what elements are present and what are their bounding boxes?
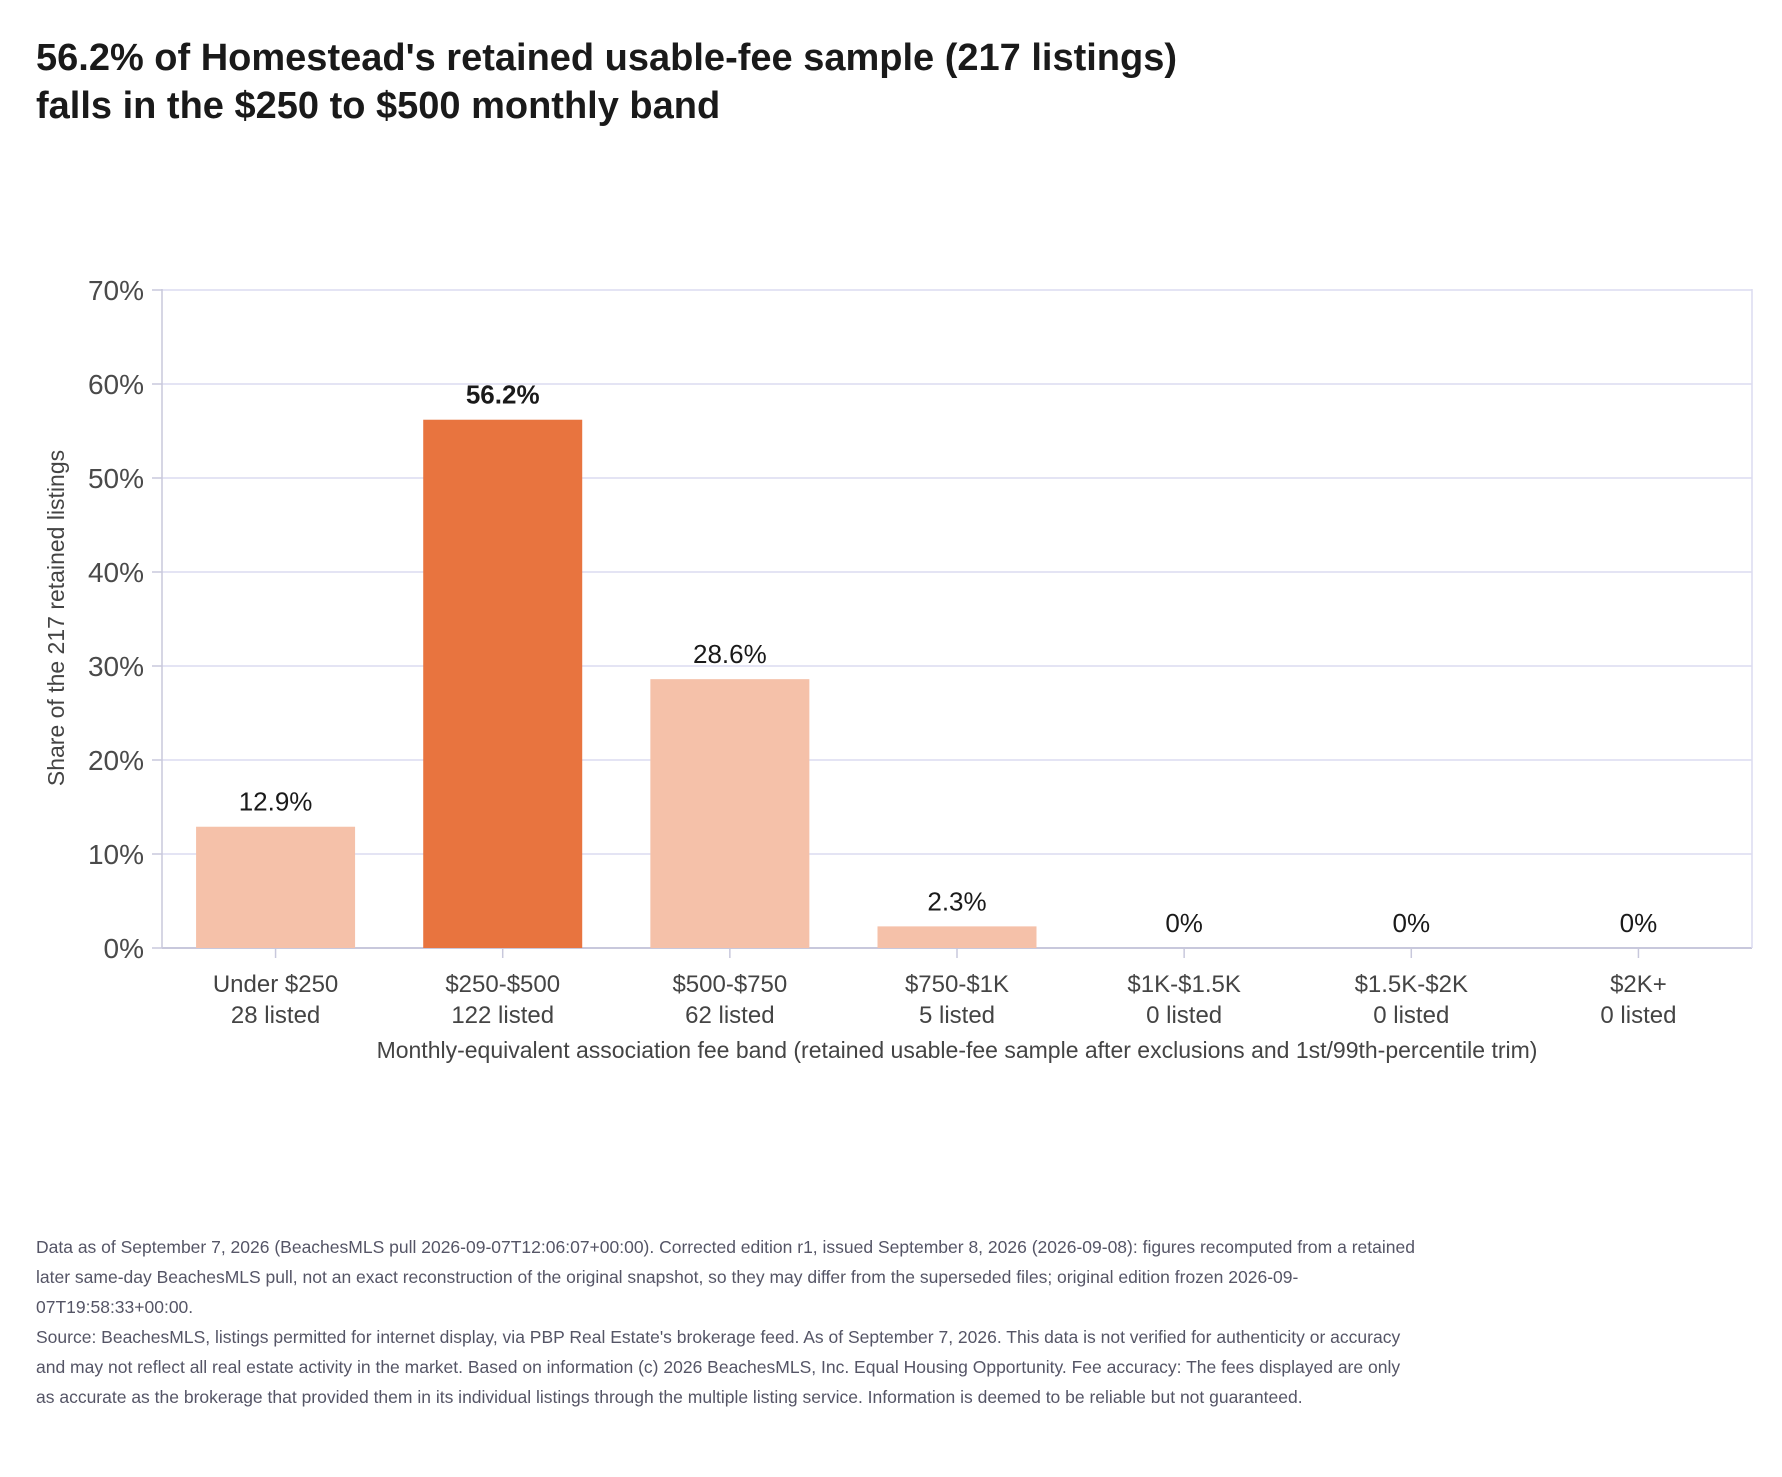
x-tick-count-label: 62 listed xyxy=(685,1002,774,1029)
bar-chart: 0% 10% 20% 30% 40% 50% 60% 70% 12.9% Under $250 28… xyxy=(43,275,1753,1063)
bar-value-label: 0% xyxy=(1165,908,1203,938)
x-tick-label: $750-$1K xyxy=(905,971,1009,998)
y-tick-label: 10% xyxy=(88,839,144,870)
bar-0 xyxy=(196,826,356,948)
edition-note: Data as of September 7, 2026 (BeachesMLS… xyxy=(36,1237,1415,1317)
y-tick-label: 70% xyxy=(88,275,144,306)
bar-3 xyxy=(877,926,1037,948)
source-note: Source: BeachesMLS, listings permitted f… xyxy=(36,1327,1401,1407)
y-tick-label: 50% xyxy=(88,463,144,494)
x-tick-label: $1K-$1.5K xyxy=(1127,971,1240,998)
x-tick-count-label: 122 listed xyxy=(451,1002,554,1029)
bar-value-label: 56.2% xyxy=(466,380,540,410)
footnotes: Data as of September 7, 2026 (BeachesMLS… xyxy=(36,1232,1416,1412)
chart-title-line-2: falls in the $250 to $500 monthly band xyxy=(36,85,721,127)
labels: 0% 10% 20% 30% 40% 50% 60% 70% 12.9% Under $250 28… xyxy=(88,275,1676,1029)
chart-title: 56.2% of Homestead's retained usable-fee… xyxy=(36,34,1536,130)
axes xyxy=(152,289,1753,958)
x-tick-label: Under $250 xyxy=(213,971,338,998)
bars xyxy=(196,419,1037,949)
bar-value-label: 12.9% xyxy=(239,787,313,817)
y-tick-label: 30% xyxy=(88,651,144,682)
gridlines xyxy=(162,289,1752,855)
bar-value-label: 0% xyxy=(1392,908,1430,938)
y-tick-label: 60% xyxy=(88,369,144,400)
x-tick-count-label: 0 listed xyxy=(1146,1002,1222,1029)
x-tick-count-label: 28 listed xyxy=(231,1002,320,1029)
chart-title-line-1: 56.2% of Homestead's retained usable-fee… xyxy=(36,37,1178,79)
bar-value-label: 28.6% xyxy=(693,639,767,669)
y-axis-title: Share of the 217 retained listings xyxy=(43,450,69,786)
bar-2 xyxy=(650,679,810,948)
bar-value-label: 0% xyxy=(1620,908,1658,938)
x-tick-label: $250-$500 xyxy=(445,971,560,998)
x-tick-label: $500-$750 xyxy=(672,971,787,998)
x-tick-count-label: 5 listed xyxy=(919,1002,995,1029)
bar-1 xyxy=(423,419,583,949)
y-tick-label: 40% xyxy=(88,557,144,588)
x-tick-count-label: 0 listed xyxy=(1600,1002,1676,1029)
x-axis-title: Monthly-equivalent association fee band … xyxy=(377,1037,1538,1063)
x-tick-label: $1.5K-$2K xyxy=(1355,971,1468,998)
x-tick-label: $2K+ xyxy=(1610,971,1667,998)
y-tick-label: 20% xyxy=(88,745,144,776)
y-tick-label: 0% xyxy=(104,933,144,964)
x-tick-count-label: 0 listed xyxy=(1373,1002,1449,1029)
bar-value-label: 2.3% xyxy=(927,886,986,916)
